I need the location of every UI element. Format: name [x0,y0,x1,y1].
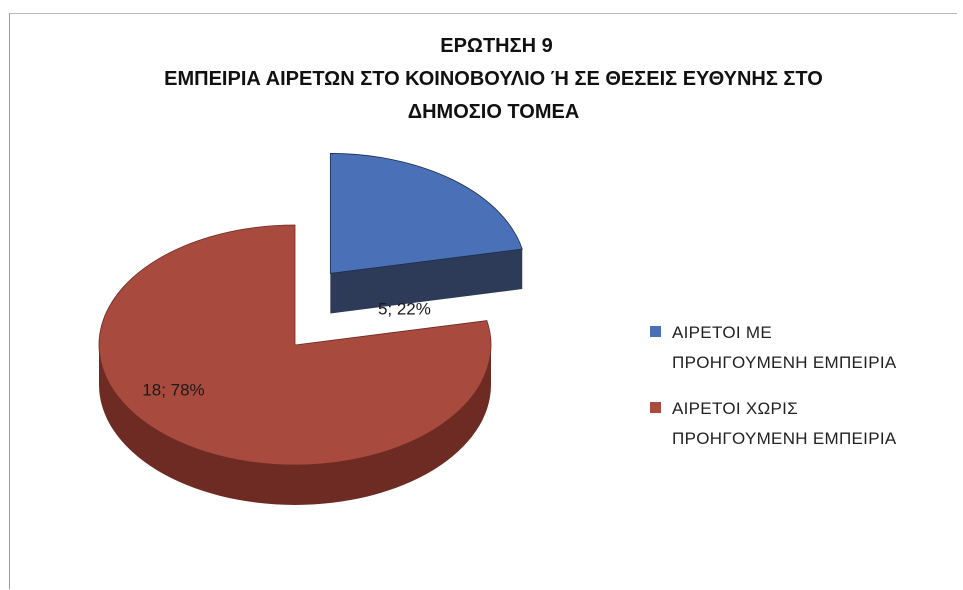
legend: ΑΙΡΕΤΟΙ ΜΕ ΠΡΟΗΓΟΥΜΕΝΗ ΕΜΠΕΙΡΙΑ ΑΙΡΕΤΟΙ … [650,318,960,470]
legend-swatch-without-experience [650,402,661,413]
pie-slice-wall-with-experience-1 [330,249,523,314]
legend-label-without-experience-line-1: ΑΙΡΕΤΟΙ ΧΩΡΙΣ [672,399,799,418]
pie-slice-rim-without-experience [99,345,491,505]
data-label-with-experience: 5; 22% [378,299,431,318]
legend-label-with-experience-line-2: ΠΡΟΗΓΟΥΜΕΝΗ ΕΜΠΕΙΡΙΑ [672,353,897,372]
legend-label-with-experience-line-1: ΑΙΡΕΤΟΙ ΜΕ [672,323,772,342]
chart-title: ΕΡΩΤΗΣΗ 9 ΕΜΠΕΙΡΙΑ ΑΙΡΕΤΩΝ ΣΤΟ ΚΟΙΝΟΒΟΥΛ… [0,30,963,129]
chart-title-line-2: ΕΜΠΕΙΡΙΑ ΑΙΡΕΤΩΝ ΣΤΟ ΚΟΙΝΟΒΟΥΛΙΟ Ή ΣΕ ΘΕ… [164,68,823,90]
data-label-without-experience: 18; 78% [142,380,204,399]
chart-title-line-3: ΔΗΜΟΣΙΟ ΤΟΜΕΑ [407,101,580,123]
pie-slice-with-experience [329,153,523,274]
legend-item-without-experience: ΑΙΡΕΤΟΙ ΧΩΡΙΣ ΠΡΟΗΓΟΥΜΕΝΗ ΕΜΠΕΙΡΙΑ [650,394,960,454]
chart-title-line-1: ΕΡΩΤΗΣΗ 9 [440,35,553,57]
pie-slice-without-experience [98,224,492,466]
legend-label-without-experience-line-2: ΠΡΟΗΓΟΥΜΕΝΗ ΕΜΠΕΙΡΙΑ [672,429,897,448]
legend-swatch-with-experience [650,326,661,337]
legend-item-with-experience: ΑΙΡΕΤΟΙ ΜΕ ΠΡΟΗΓΟΥΜΕΝΗ ΕΜΠΕΙΡΙΑ [650,318,960,378]
pie-slice-side-with-experience [330,249,523,314]
chart-frame [9,13,957,589]
